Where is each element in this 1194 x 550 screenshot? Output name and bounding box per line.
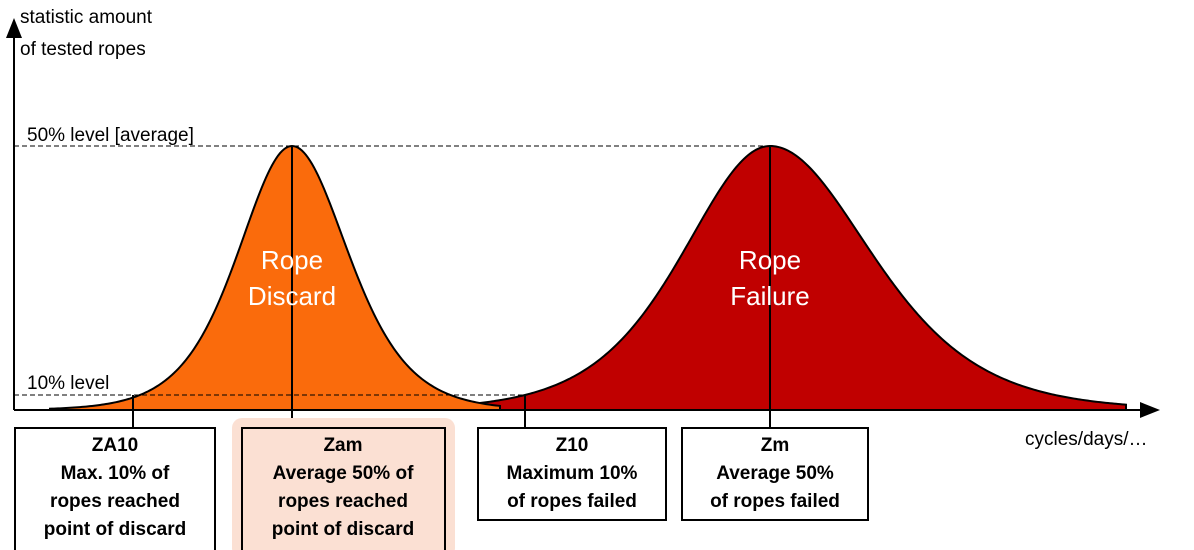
box — [241, 427, 446, 550]
box-text: Zm — [761, 435, 790, 456]
box — [14, 427, 216, 550]
box-text: ropes reached — [50, 491, 180, 512]
curve-label: Failure — [730, 281, 809, 311]
box-text: point of discard — [272, 519, 415, 540]
highlight — [232, 418, 455, 550]
box-text: Zam — [323, 435, 362, 456]
curve-label: Discard — [248, 281, 336, 311]
box-text: Average 50% — [716, 463, 834, 484]
box-text: Max. 10% of — [61, 463, 170, 484]
box-text: of ropes failed — [507, 491, 637, 512]
level-label: 10% level — [27, 373, 109, 394]
box-text: of ropes failed — [710, 491, 840, 512]
y-label: statistic amount — [20, 7, 153, 28]
discard-curve — [49, 144, 501, 411]
box — [477, 427, 667, 521]
box — [681, 427, 869, 521]
box-text: Z10 — [556, 435, 589, 456]
failure-curve — [339, 144, 1127, 411]
curve-label: Rope — [261, 245, 323, 275]
curve-label: Rope — [739, 245, 801, 275]
box-text: point of discard — [44, 519, 187, 540]
box-text: Maximum 10% — [507, 463, 638, 484]
y-label: of tested ropes — [20, 39, 146, 60]
level-label: 50% level [average] — [27, 125, 194, 146]
box-text: Average 50% of — [273, 463, 414, 484]
box-text: ropes reached — [278, 491, 408, 512]
box-text: ZA10 — [92, 435, 138, 456]
x-label: cycles/days/… — [1025, 429, 1147, 450]
